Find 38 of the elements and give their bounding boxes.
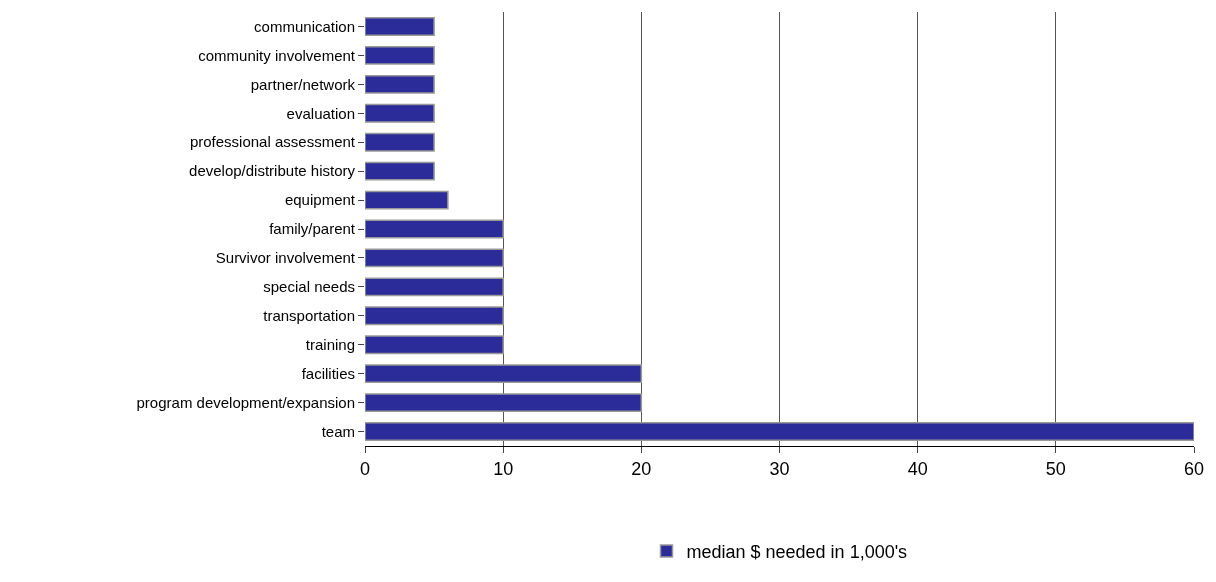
x-tick-label: 30: [769, 458, 790, 479]
y-tick-label: evaluation: [286, 104, 355, 122]
bar: [365, 335, 504, 355]
bar: [365, 74, 435, 94]
y-tick-label: develop/distribute history: [189, 162, 356, 180]
bar: [365, 161, 435, 181]
bar: [365, 248, 504, 268]
y-tick-label: training: [305, 335, 355, 353]
bar: [365, 393, 643, 413]
bar: [365, 103, 435, 123]
y-tick-label: program development/expansion: [136, 393, 355, 411]
y-tick-label: communication: [254, 17, 355, 35]
x-tick-label: 0: [359, 458, 371, 479]
y-tick-label: equipment: [284, 191, 356, 209]
y-tick-label: partner/network: [250, 75, 356, 93]
y-tick-label: special needs: [263, 278, 355, 296]
x-tick-label: 10: [493, 458, 514, 479]
bar: [365, 306, 504, 326]
bar: [365, 132, 435, 152]
bar: [365, 422, 1194, 441]
bar: [365, 190, 449, 210]
y-tick-label: facilities: [301, 364, 355, 382]
bar: [365, 277, 504, 297]
x-tick-label: 40: [907, 458, 928, 479]
y-tick-label: professional assessment: [189, 133, 356, 151]
y-tick-label: transportation: [263, 307, 355, 325]
x-tick-label: 20: [631, 458, 652, 479]
y-tick-label: family/parent: [269, 220, 356, 238]
bar: [365, 364, 643, 384]
bar: [365, 17, 435, 36]
y-tick-label: community involvement: [198, 46, 356, 64]
bar: [365, 45, 435, 65]
x-tick-label: 50: [1045, 458, 1066, 479]
y-tick-label: team: [321, 422, 355, 440]
y-tick-label: Survivor involvement: [215, 249, 356, 267]
x-tick-label: 60: [1183, 458, 1205, 479]
bar: [365, 219, 504, 239]
legend-label: median $ needed in 1,000's: [686, 542, 908, 563]
